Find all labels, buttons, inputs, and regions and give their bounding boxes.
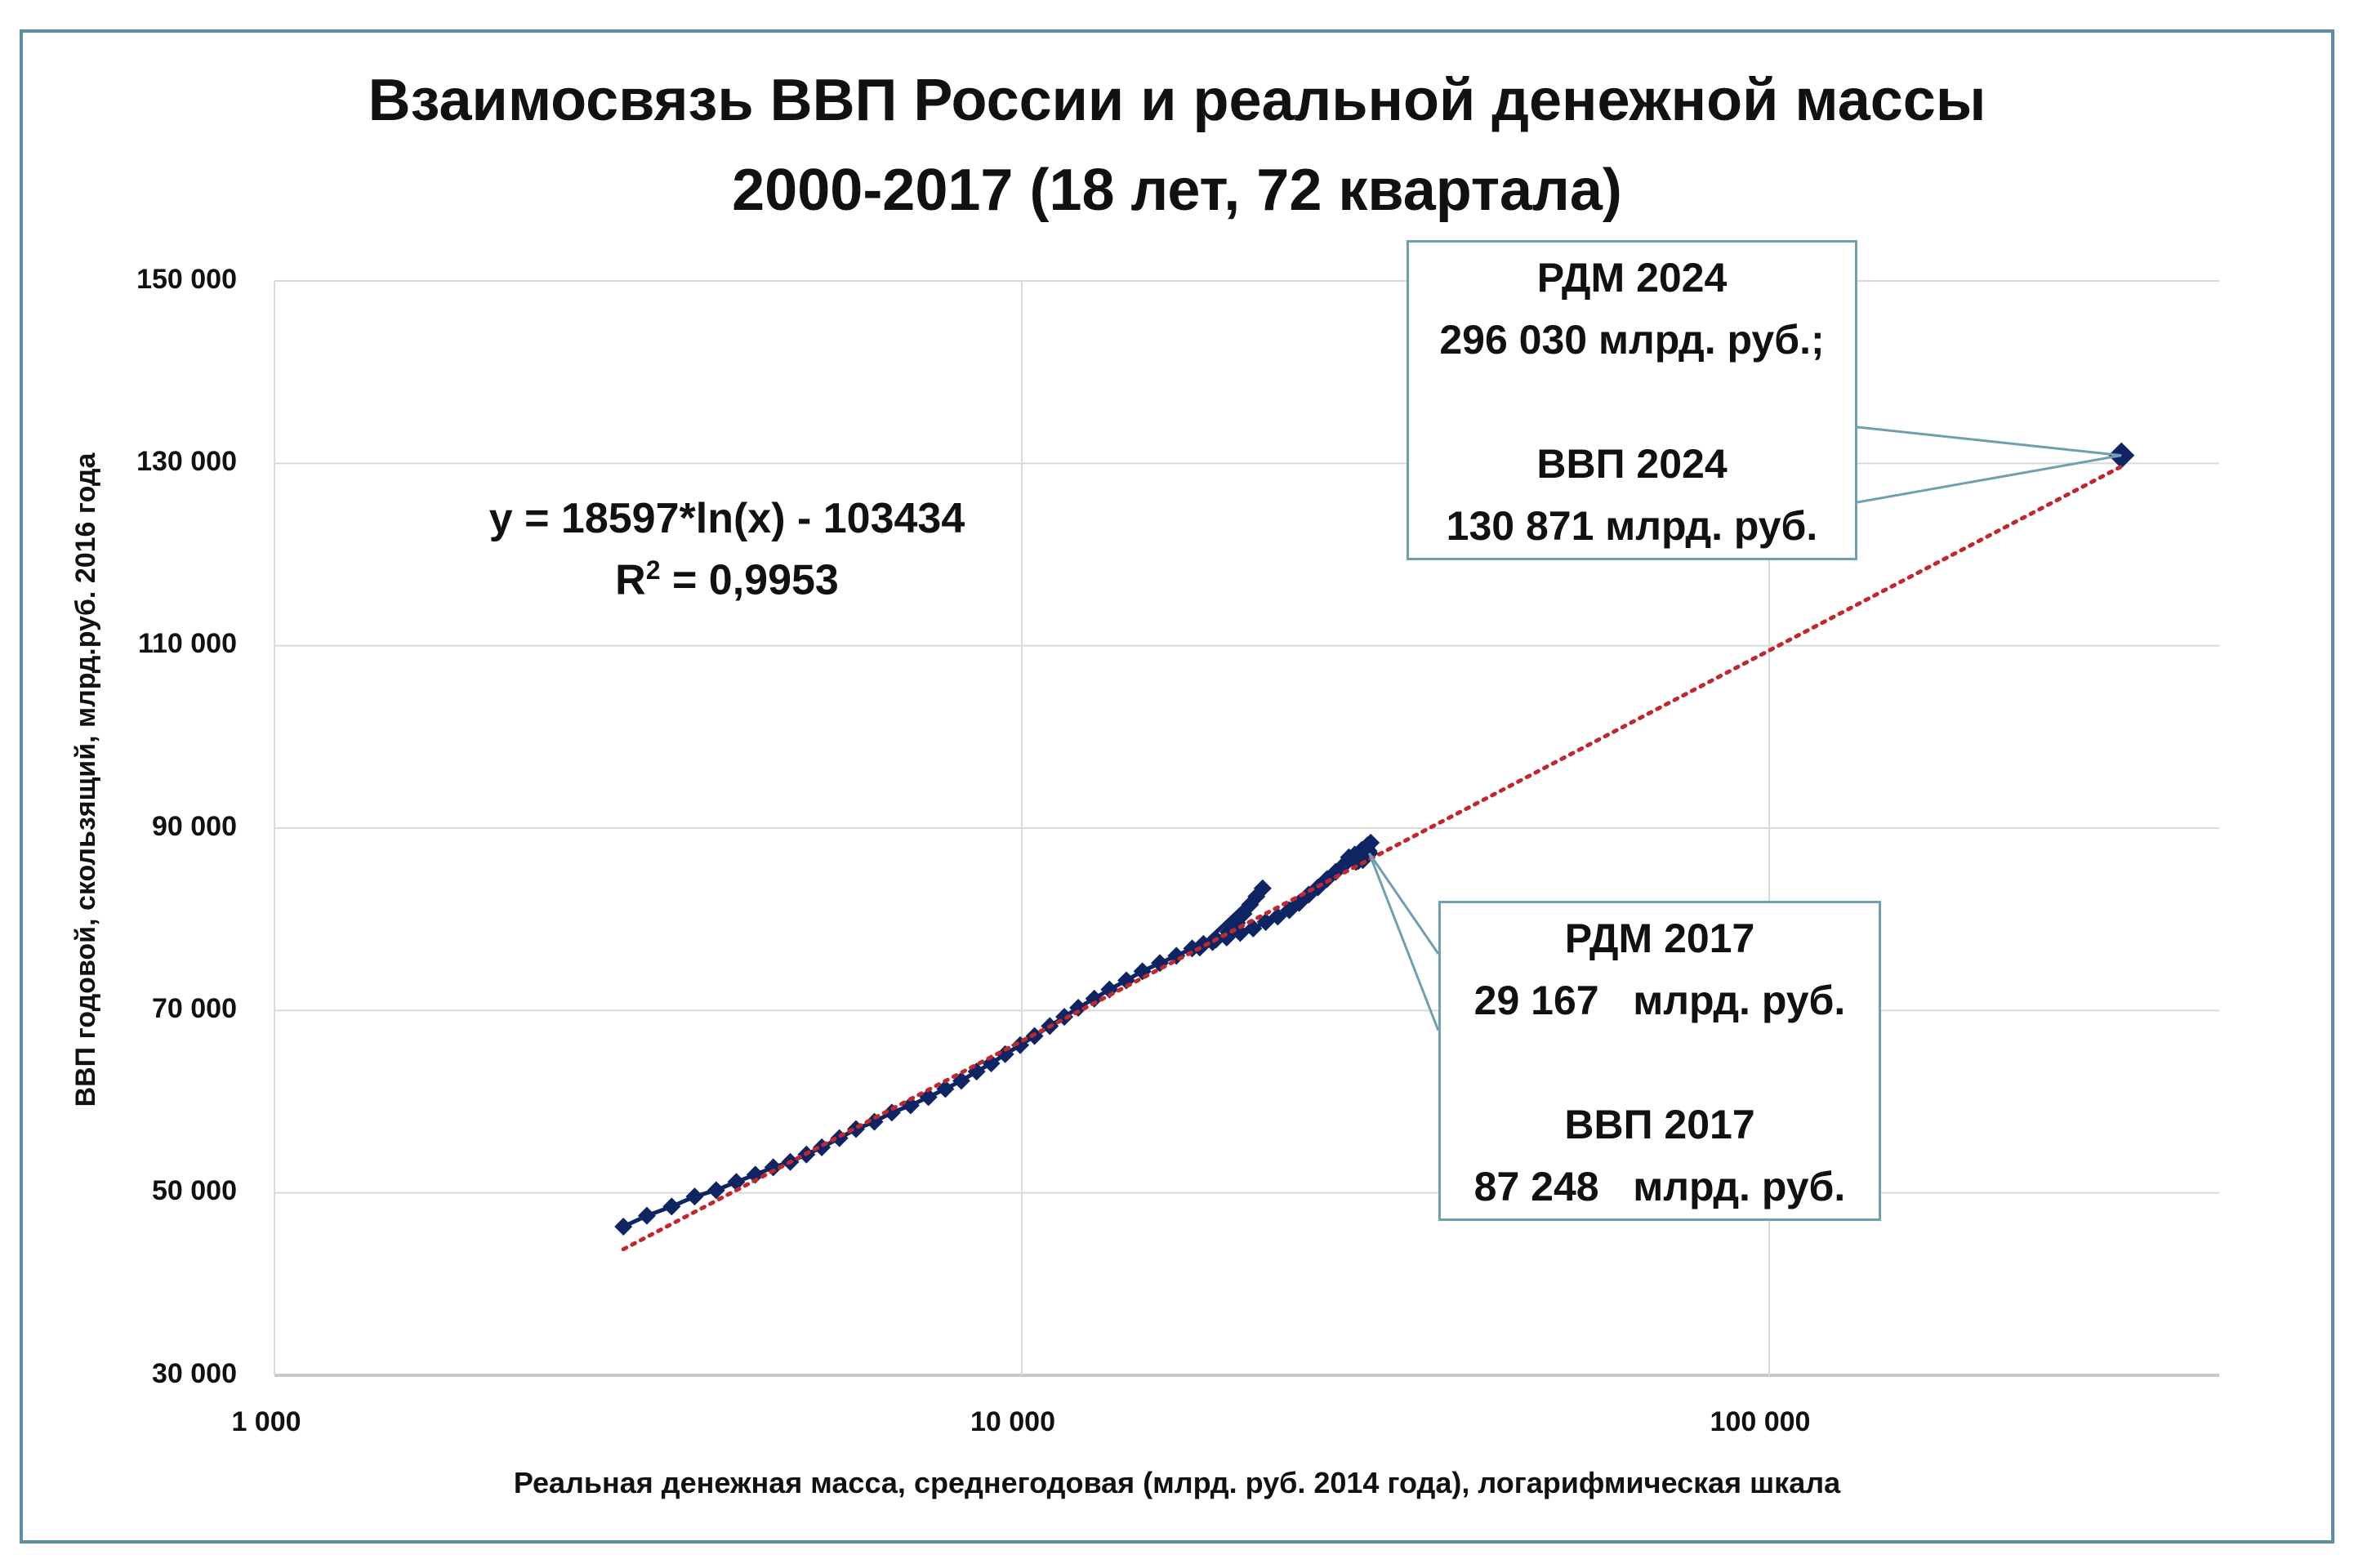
chart-title-line2: 2000-2017 (18 лет, 72 квартала) — [732, 158, 1622, 223]
leader-line — [1857, 425, 2122, 457]
x-tick-10000: 10 000 — [970, 1406, 1055, 1437]
data-point-diamond — [1133, 962, 1152, 981]
callout-2017-rdm-label: РДМ 2017 — [1564, 915, 1755, 961]
callout-2017-gdp-label: ВВП 2017 — [1564, 1102, 1755, 1147]
data-point-diamond — [901, 1096, 920, 1115]
x-axis-title: Реальная денежная масса, среднегодовая (… — [513, 1466, 1841, 1499]
y-tick-150000: 150 000 — [136, 264, 237, 295]
data-point-diamond — [967, 1062, 986, 1081]
data-point-diamond — [1085, 989, 1103, 1008]
data-point-diamond — [1167, 947, 1186, 965]
chart-title-line1: Взаимосвязь ВВП России и реальной денежн… — [368, 68, 1986, 133]
callout-2024-rdm-label: РДМ 2024 — [1536, 255, 1728, 301]
x-tick-100000: 100 000 — [1710, 1406, 1811, 1437]
data-point-diamond — [996, 1045, 1014, 1063]
callout-2017-gdp-value: 87 248 млрд. руб. — [1473, 1164, 1846, 1209]
y-tick-30000: 30 000 — [152, 1358, 237, 1389]
y-tick-90000: 90 000 — [152, 811, 237, 842]
r-squared: R2 = 0,9953 — [615, 555, 839, 604]
data-point-diamond — [1253, 879, 1272, 898]
y-tick-70000: 70 000 — [152, 993, 237, 1024]
gridlines — [274, 280, 2219, 1377]
y-axis-title: ВВП годовой, скользящий, млрд.руб. 2016 … — [70, 452, 101, 1107]
leader-line — [1368, 852, 1440, 955]
callout-2017-rdm-value: 29 167 млрд. руб. — [1473, 978, 1846, 1023]
data-point-diamond — [662, 1197, 681, 1216]
leader-line — [1857, 454, 2122, 504]
callout-2024-gdp-value: 130 871 млрд. руб. — [1446, 503, 1818, 549]
data-point-diamond — [919, 1088, 938, 1107]
trend-equation: y = 18597*ln(x) - 103434 — [488, 495, 965, 542]
callout-2024: РДМ 2024 296 030 млрд. руб.; ВВП 2024 13… — [1407, 240, 1857, 560]
y-tick-130000: 130 000 — [136, 446, 237, 477]
data-point-diamond — [685, 1187, 704, 1206]
data-point-diamond — [746, 1165, 765, 1184]
y-tick-110000: 110 000 — [137, 628, 237, 659]
callout-2024-rdm-value: 296 030 млрд. руб.; — [1439, 317, 1825, 363]
callout-2024-gdp-label: ВВП 2024 — [1536, 441, 1728, 487]
x-tick-1000: 1 000 — [231, 1406, 301, 1437]
data-point-diamond — [614, 1217, 633, 1236]
leader-line — [1367, 853, 1440, 1031]
data-point-diamond — [707, 1181, 725, 1200]
callout-leader-lines — [1367, 425, 2122, 1031]
data-point-diamond — [764, 1158, 782, 1177]
y-tick-50000: 50 000 — [152, 1175, 237, 1206]
data-point-diamond — [637, 1206, 656, 1225]
data-point-diamond — [1150, 954, 1169, 973]
data-point-diamond — [1268, 907, 1287, 926]
callout-2017: РДМ 2017 29 167 млрд. руб. ВВП 2017 87 2… — [1438, 901, 1881, 1221]
data-point-diamond — [727, 1173, 746, 1192]
